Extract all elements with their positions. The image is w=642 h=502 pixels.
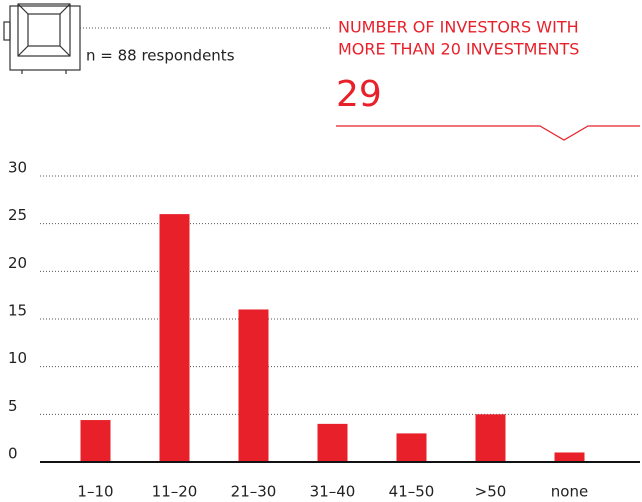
annotation-label: NUMBER OF INVESTORS WITH — [338, 18, 579, 37]
x-tick-label: 1–10 — [77, 483, 113, 501]
annotation-rule — [336, 125, 640, 141]
x-tick-label: 31–40 — [310, 483, 356, 501]
bar — [396, 433, 427, 462]
x-tick-label: 11–20 — [152, 483, 198, 501]
y-tick-label: 5 — [8, 397, 18, 415]
bar — [80, 420, 111, 462]
respondents-note: n = 88 respondents — [86, 47, 235, 65]
y-tick-label: 30 — [8, 159, 27, 177]
safe-icon — [3, 3, 81, 74]
y-tick-label: 25 — [8, 206, 27, 224]
bar — [159, 214, 190, 462]
y-tick-label: 15 — [8, 302, 27, 320]
annotation-value: 29 — [336, 74, 382, 115]
annotation-label: MORE THAN 20 INVESTMENTS — [338, 40, 579, 59]
bar — [238, 309, 269, 462]
bar — [475, 414, 506, 462]
y-tick-label: 10 — [8, 349, 27, 367]
y-tick-label: 20 — [8, 254, 27, 272]
x-tick-label: none — [551, 483, 588, 501]
x-tick-label: 21–30 — [231, 483, 277, 501]
bar — [317, 423, 348, 462]
x-tick-label: 41–50 — [389, 483, 435, 501]
x-tick-label: >50 — [475, 483, 507, 501]
y-tick-label: 0 — [8, 445, 18, 463]
bar — [554, 452, 585, 462]
